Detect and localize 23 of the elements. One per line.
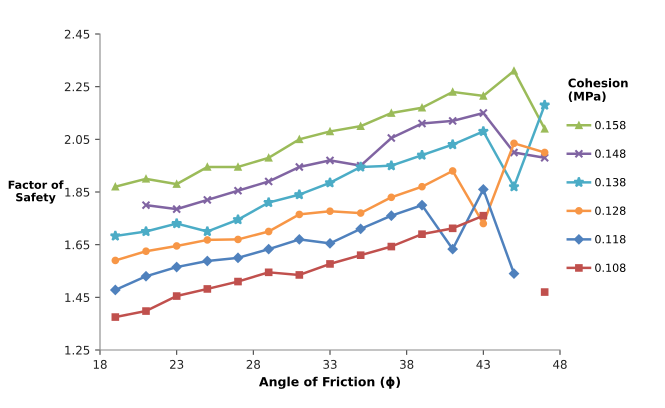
- y-tick-label: 1.25: [65, 346, 90, 355]
- x-tick-label: 18: [94, 360, 107, 369]
- x-tick-label: 48: [553, 360, 567, 369]
- x-tick-label: 28: [246, 360, 260, 369]
- y-tick-label: 1.65: [65, 240, 90, 250]
- legend-label: 0.138: [595, 178, 626, 186]
- legend-label: 0.128: [595, 206, 626, 215]
- y-tick-label: 1.85: [65, 188, 90, 197]
- legend-label: 0.118: [595, 235, 626, 244]
- x-axis-title: Angle of Friction (ϕ): [259, 376, 400, 389]
- legend-label: 0.158: [595, 120, 626, 130]
- legend-label: 0.148: [595, 149, 626, 158]
- x-tick-label: 38: [400, 360, 414, 369]
- legend-title: Cohesion (MPa): [568, 78, 628, 102]
- y-tick-label: 1.45: [65, 293, 90, 302]
- y-tick-label: 2.45: [64, 30, 90, 39]
- y-tick-label: 2.05: [64, 135, 90, 144]
- x-tick-label: 43: [476, 360, 490, 369]
- x-tick-label: 33: [323, 360, 337, 369]
- y-axis-title: Factor of Safety: [8, 180, 64, 204]
- y-tick-label: 2.25: [64, 82, 90, 92]
- x-tick-label: 23: [170, 360, 184, 369]
- legend-label: 0.108: [595, 264, 626, 272]
